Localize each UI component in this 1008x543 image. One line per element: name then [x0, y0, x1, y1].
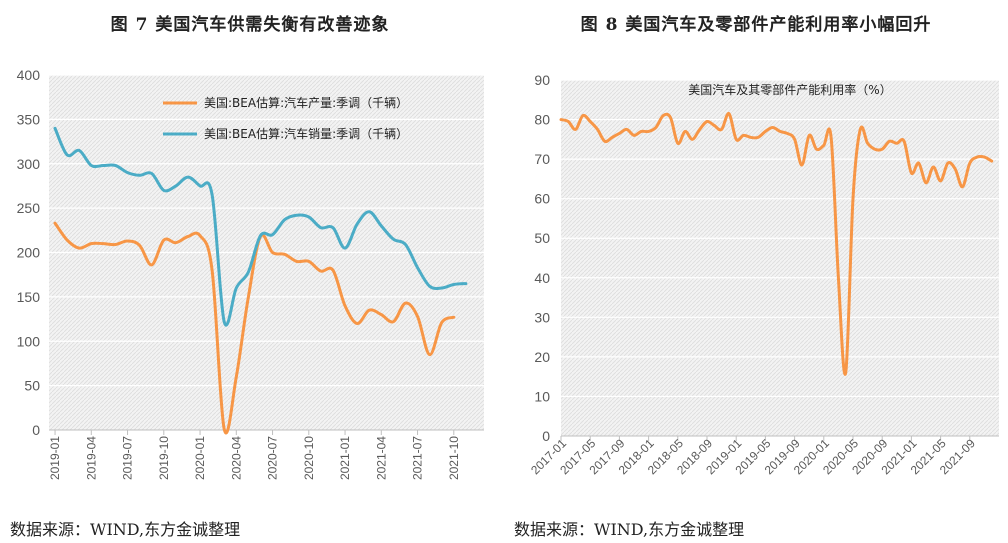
y-tick-label: 50: [24, 378, 40, 394]
x-tick-label: 2020-04: [229, 436, 243, 480]
series-line-2: [53, 126, 468, 327]
source-note: 数据来源：WIND,东方金诚整理: [10, 520, 241, 539]
x-tick-label: 2021-07: [411, 436, 425, 480]
series-line-1: [559, 112, 994, 376]
y-tick-label: 20: [534, 349, 550, 365]
source-note: 数据来源：WIND,东方金诚整理: [514, 520, 745, 539]
x-tick-label: 2019-07: [121, 436, 135, 480]
y-tick-label: 0: [542, 428, 550, 444]
chart-panel-right: 图 8 美国汽车及零部件产能利用率小幅回升 0 10 20 30 40 50 60 70 80 9…: [504, 0, 1008, 543]
series-line-1: [53, 221, 456, 435]
x-tick-label: 2021-01: [338, 436, 352, 480]
chart-panel-left: 图 7 美国汽车供需失衡有改善迹象 0 50 100 150 200 250 300 350 4…: [0, 0, 500, 543]
x-tick-label: 2019-10: [157, 436, 171, 480]
y-tick-label: 50: [534, 230, 550, 246]
x-tick-label: 2021-04: [374, 436, 388, 480]
y-tick-label: 60: [534, 191, 550, 207]
legend-label: 美国:BEA估算:汽车销量:季调（千辆）: [204, 126, 408, 141]
x-tick-label: 2019-04: [84, 436, 98, 480]
y-tick-label: 400: [17, 67, 41, 83]
chart-svg: 0102030405060708090美国汽车及其零部件产能利用率（%）2017…: [528, 72, 999, 477]
y-tick-label: 100: [17, 333, 41, 349]
y-tick-label: 70: [534, 151, 550, 167]
y-tick-label: 80: [534, 112, 550, 128]
y-tick-label: 0: [32, 422, 40, 438]
y-tick-label: 90: [534, 72, 550, 88]
x-tick-label: 2020-10: [302, 436, 316, 480]
y-tick-label: 150: [17, 289, 41, 305]
y-tick-label: 10: [534, 388, 550, 404]
y-tick-label: 250: [17, 200, 41, 216]
plot-area: [561, 80, 999, 436]
chart-title: 美国汽车及其零部件产能利用率（%）: [688, 82, 891, 97]
x-tick-label: 2019-01: [48, 436, 62, 480]
y-tick-label: 350: [17, 111, 41, 127]
x-tick-label: 2021-10: [447, 436, 461, 480]
figure-title: 图 8 美国汽车及零部件产能利用率小幅回升: [580, 15, 932, 35]
legend-label: 美国:BEA估算:汽车产量:季调（千辆）: [204, 95, 408, 110]
y-tick-label: 40: [534, 270, 550, 286]
x-tick-label: 2020-07: [266, 436, 280, 480]
x-tick-label: 2020-01: [193, 436, 207, 480]
figure-title: 图 7 美国汽车供需失衡有改善迹象: [110, 15, 390, 35]
y-tick-label: 300: [17, 156, 41, 172]
chart-svg: 0 50 100 150 200 250 300 350 400 2019-01 2019-04 20…: [17, 67, 484, 480]
y-tick-label: 30: [534, 309, 550, 325]
y-tick-label: 200: [17, 245, 41, 261]
